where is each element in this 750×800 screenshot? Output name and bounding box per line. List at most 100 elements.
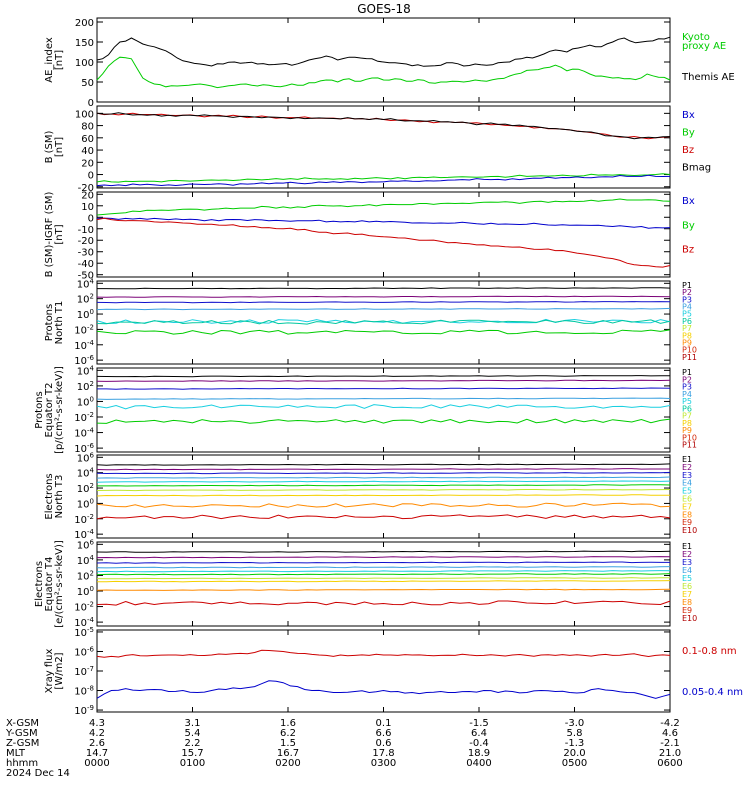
panel-frame: [96, 541, 671, 627]
series-line: [96, 570, 671, 573]
y-tick-label: 10-7: [74, 665, 94, 678]
legend-entry: proxy AE: [682, 41, 726, 52]
y-tick-label: 102: [77, 293, 94, 306]
legend-entry: E8: [682, 598, 692, 607]
legend-entry: P3: [682, 295, 692, 304]
y-tick-label: 104: [77, 554, 95, 567]
y-tick-label: 10-4: [74, 528, 94, 541]
legend-entry: P7: [682, 324, 692, 333]
x-table-value: 0.1: [376, 718, 392, 729]
y-tick-label: -20: [78, 236, 94, 247]
series-line: [96, 174, 671, 187]
series-line: [96, 494, 671, 497]
series-line: [96, 112, 671, 140]
series-line: [96, 463, 671, 466]
x-table-value: 0100: [180, 758, 205, 769]
y-tick-label: 100: [77, 308, 94, 321]
chart-title: GOES-18: [357, 2, 411, 16]
series-line: [97, 387, 671, 390]
x-table-value: 0600: [657, 758, 682, 769]
y-tick-label: 60: [81, 134, 94, 145]
y-tick-label: 10-4: [74, 427, 94, 440]
series-line: [96, 375, 671, 378]
y-tick-label: 20: [81, 190, 94, 201]
legend-entry: 0.1-0.8 nm: [682, 646, 737, 657]
panel-frame: [96, 629, 671, 713]
legend-entry: P2: [682, 375, 692, 384]
series-line: [96, 573, 671, 576]
series-line: [96, 56, 671, 89]
series-line: [96, 112, 671, 140]
panel-ee: 106 104 102 100 10-2 10-4 ElectronsEquator T4[…: [34, 538, 697, 629]
legend-entry: Bx: [682, 110, 695, 121]
x-table-row-label: X-GSM: [6, 718, 39, 729]
legend-entry: P8: [682, 331, 692, 340]
series-line: [96, 217, 671, 268]
series-line: [96, 198, 671, 216]
x-table-value: -1.3: [565, 738, 585, 749]
y-tick-label: 100: [77, 585, 94, 598]
legend-entry: E6: [682, 582, 692, 591]
series-line: [96, 301, 671, 304]
legend-entry: P9: [682, 338, 692, 347]
series-line: [96, 588, 671, 591]
legend-entry: E2: [682, 463, 692, 472]
y-tick-label: 102: [77, 380, 94, 393]
series-line: [96, 561, 670, 564]
y-tick-label: 10-6: [74, 645, 94, 658]
legend-entry: E5: [682, 487, 692, 496]
x-table-row-label: hhmm: [6, 758, 38, 769]
series-line: [96, 680, 671, 699]
x-table-value: 21.0: [659, 748, 681, 759]
x-table-value: 16.7: [277, 748, 299, 759]
x-table-value: 0500: [562, 758, 587, 769]
legend-entry: E6: [682, 495, 692, 504]
legend-entry: E8: [682, 510, 692, 519]
series-line: [96, 329, 671, 335]
y-tick-label: 100: [77, 395, 94, 408]
x-table-value: -3.0: [565, 718, 585, 729]
x-table-value: 0.6: [376, 738, 392, 749]
x-table-row-label: MLT: [6, 748, 26, 759]
y-tick-label: 102: [77, 482, 94, 495]
y-tick-label: 10-2: [74, 513, 94, 526]
series-line: [96, 36, 671, 67]
y-tick-label: 100: [75, 109, 94, 120]
legend-entry: E3: [682, 558, 692, 567]
legend-entry: P3: [682, 383, 692, 392]
series-line: [96, 488, 671, 492]
x-table-value: 2.6: [89, 738, 105, 749]
series-line: [96, 649, 671, 658]
y-axis-label: B (SM)-IGRF (SM)[nT]: [44, 192, 65, 278]
legend-entry: By: [682, 128, 695, 139]
y-tick-label: 200: [75, 18, 94, 29]
x-table-value: -1.5: [469, 718, 489, 729]
y-tick-label: 0: [88, 98, 94, 109]
x-table-value: 5.4: [185, 728, 201, 739]
y-tick-label: 102: [77, 569, 94, 582]
series-line: [96, 318, 671, 325]
legend-entry: E7: [682, 590, 692, 599]
series-line: [96, 319, 671, 325]
panel-pn: 104 102 100 10-2 10-4 10-6 ProtonsNorth T1 P1P2…: [44, 277, 697, 367]
legend-entry: E7: [682, 502, 692, 511]
x-table-value: 4.2: [89, 728, 105, 739]
legend-entry: E2: [682, 550, 692, 559]
y-tick-label: 10-2: [74, 323, 94, 336]
legend-entry: Bz: [682, 145, 694, 156]
legend-entry: P4: [682, 390, 692, 399]
legend-entry: P1: [682, 368, 692, 377]
y-tick-label: -10: [78, 225, 94, 236]
series-line: [97, 484, 671, 487]
series-line: [96, 480, 671, 483]
legend-entry: By: [682, 220, 695, 231]
legend-entry: P10: [682, 433, 697, 442]
series-line: [96, 217, 671, 229]
series-line: [96, 295, 671, 298]
y-axis-label: Xray flux[W/m2]: [44, 649, 65, 694]
y-tick-label: -40: [78, 259, 94, 270]
